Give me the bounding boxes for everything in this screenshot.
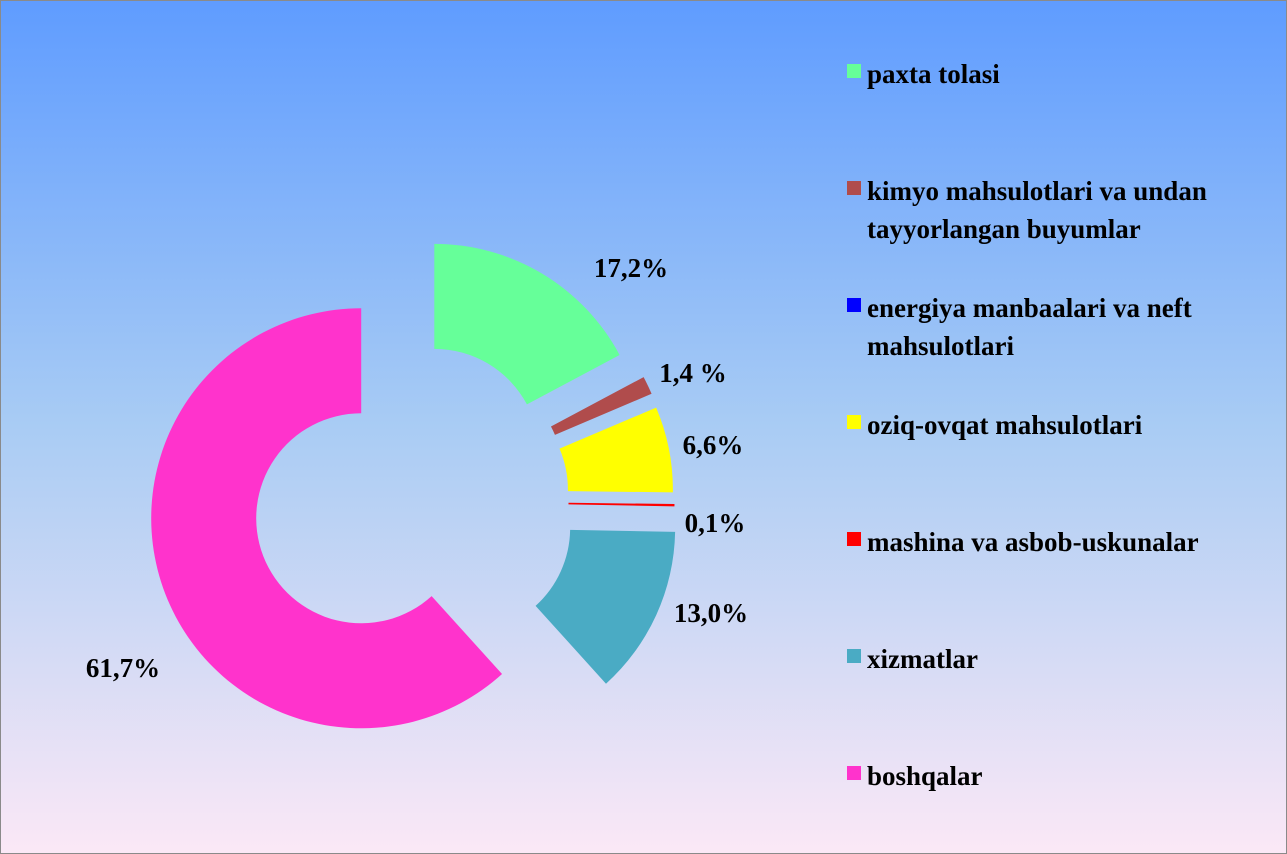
legend-swatch [847, 766, 861, 780]
legend-label: energiya manbaalari va neft mahsulotlari [867, 293, 1192, 361]
data-label: 6,6% [683, 430, 744, 460]
legend-swatch [847, 532, 861, 546]
legend-label: boshqalar [867, 761, 983, 791]
data-label: 1,4 % [659, 358, 727, 388]
legend-label: paxta tolasi [867, 59, 1000, 89]
legend-item: paxta tolasi [847, 55, 1283, 93]
legend-item: kimyo mahsulotlari va undan tayyorlangan… [847, 172, 1283, 248]
legend-label: oziq-ovqat mahsulotlari [867, 410, 1143, 440]
data-label: 0,1% [685, 508, 746, 538]
legend-item: mashina va asbob-uskunalar [847, 523, 1283, 561]
legend-swatch [847, 649, 861, 663]
legend-label: xizmatlar [867, 644, 978, 674]
legend-swatch [847, 415, 861, 429]
legend-item: boshqalar [847, 757, 1283, 795]
legend-swatch [847, 181, 861, 195]
slice [550, 377, 652, 435]
data-label: 17,2% [594, 253, 668, 283]
legend-swatch [847, 64, 861, 78]
slice [151, 308, 503, 729]
slice [535, 529, 676, 684]
legend-item: oziq-ovqat mahsulotlari [847, 406, 1283, 444]
slice [559, 407, 673, 493]
slice [568, 502, 675, 507]
legend-swatch [847, 298, 861, 312]
legend-label: kimyo mahsulotlari va undan tayyorlangan… [867, 176, 1207, 244]
slice [434, 243, 620, 405]
data-label: 13,0% [674, 598, 748, 628]
legend-item: energiya manbaalari va neft mahsulotlari [847, 289, 1283, 365]
legend-label: mashina va asbob-uskunalar [867, 527, 1199, 557]
legend-item: xizmatlar [847, 640, 1283, 678]
data-label: 61,7% [86, 653, 160, 683]
